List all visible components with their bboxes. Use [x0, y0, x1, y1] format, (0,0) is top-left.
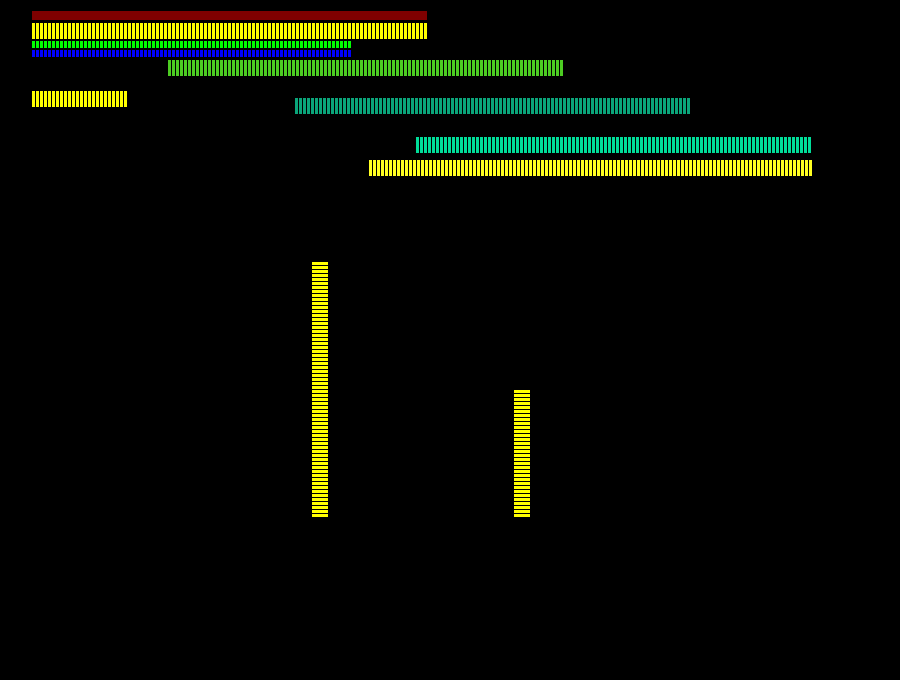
aqua-green-bar: [416, 137, 811, 153]
yellow-column-short: [514, 390, 530, 517]
yellow-column-tall: [312, 262, 328, 517]
teal-bar: [295, 98, 690, 114]
yellow-bar-short: [32, 91, 128, 107]
lime-bar: [168, 60, 563, 76]
dark-red-bar: [32, 11, 427, 20]
blue-bar: [32, 50, 352, 57]
green-bar: [32, 41, 352, 48]
yellow-bar-right: [369, 160, 812, 176]
yellow-bar-top: [32, 23, 427, 39]
